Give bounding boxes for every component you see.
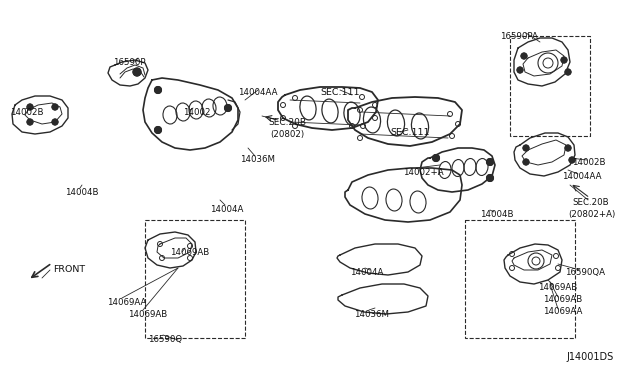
Bar — [510, 36, 590, 136]
Circle shape — [521, 53, 527, 59]
Circle shape — [27, 119, 33, 125]
Text: 14069AB: 14069AB — [538, 283, 577, 292]
Text: 14004A: 14004A — [350, 268, 383, 277]
Text: 14036M: 14036M — [354, 310, 389, 319]
Circle shape — [433, 154, 440, 161]
Circle shape — [27, 104, 33, 110]
Text: (20802): (20802) — [270, 130, 304, 139]
Bar — [465, 220, 575, 338]
Text: 14069AA: 14069AA — [107, 298, 147, 307]
Text: 14004AA: 14004AA — [562, 172, 602, 181]
Circle shape — [154, 126, 161, 134]
Text: 16590QA: 16590QA — [565, 268, 605, 277]
Circle shape — [523, 145, 529, 151]
Text: 14004B: 14004B — [65, 188, 99, 197]
Circle shape — [569, 157, 575, 163]
Circle shape — [517, 67, 523, 73]
Text: FRONT: FRONT — [53, 265, 85, 274]
Text: SEC.111: SEC.111 — [390, 128, 429, 137]
Text: J14001DS: J14001DS — [566, 352, 613, 362]
Text: 14002B: 14002B — [572, 158, 605, 167]
Circle shape — [225, 105, 232, 112]
Circle shape — [565, 69, 571, 75]
Text: 16590P: 16590P — [113, 58, 145, 67]
Circle shape — [133, 68, 141, 76]
Text: 14069AB: 14069AB — [128, 310, 167, 319]
Text: 14069AB: 14069AB — [170, 248, 209, 257]
Text: 14004A: 14004A — [210, 205, 243, 214]
Text: 14002B: 14002B — [10, 108, 44, 117]
Text: 14002+A: 14002+A — [403, 168, 444, 177]
Text: (20802+A): (20802+A) — [568, 210, 615, 219]
Text: 14036M: 14036M — [240, 155, 275, 164]
Circle shape — [486, 158, 493, 166]
Circle shape — [52, 104, 58, 110]
Bar — [145, 220, 245, 338]
Text: 16590PA: 16590PA — [500, 32, 538, 41]
Circle shape — [486, 174, 493, 182]
Text: 14069AB: 14069AB — [543, 295, 582, 304]
Text: SEC.20B: SEC.20B — [572, 198, 609, 207]
Text: 14004AA: 14004AA — [238, 88, 278, 97]
Text: 16590Q: 16590Q — [148, 335, 182, 344]
Circle shape — [561, 57, 567, 63]
Text: SEC.20B: SEC.20B — [268, 118, 306, 127]
Circle shape — [523, 159, 529, 165]
Text: SEC.111: SEC.111 — [320, 88, 360, 97]
Text: 14002: 14002 — [183, 108, 211, 117]
Text: 14069AA: 14069AA — [543, 307, 582, 316]
Circle shape — [154, 87, 161, 93]
Circle shape — [565, 145, 571, 151]
Text: 14004B: 14004B — [480, 210, 513, 219]
Circle shape — [52, 119, 58, 125]
